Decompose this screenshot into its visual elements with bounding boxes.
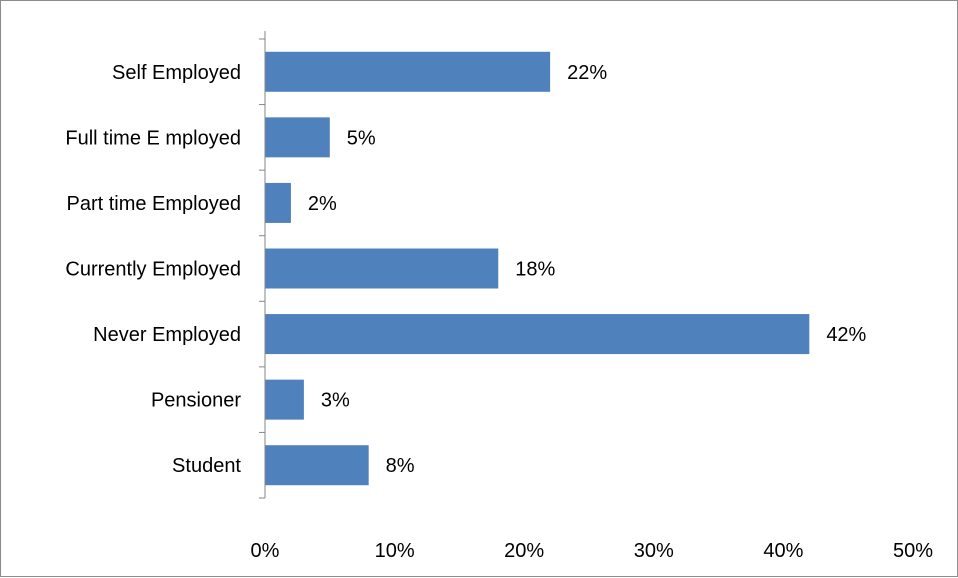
data-label-pensioner: 3%	[321, 390, 350, 412]
bar-pensioner	[265, 379, 304, 420]
axis-layer	[259, 31, 266, 499]
category-label-never-employed: Never Employed	[93, 324, 241, 346]
category-label-student: Student	[172, 455, 241, 477]
bar-currently-employed	[265, 248, 499, 289]
x-tick-label-20: 20%	[504, 540, 544, 562]
category-label-part-time-employed: Part time Employed	[66, 193, 241, 215]
data-label-never-employed: 42%	[826, 324, 866, 346]
labels-layer: Self Employed 22% Full time E mployed 5% Par…	[65, 62, 933, 562]
x-tick-label-10: 10%	[375, 540, 415, 562]
x-tick-label-0: 0%	[251, 540, 280, 562]
data-label-student: 8%	[386, 455, 415, 477]
x-tick-label-40: 40%	[763, 540, 803, 562]
bar-never-employed	[265, 314, 810, 355]
bar-part-time-employed	[265, 182, 291, 223]
data-label-part-time-employed: 2%	[308, 193, 337, 215]
x-tick-label-50: 50%	[893, 540, 933, 562]
category-label-currently-employed: Currently Employed	[65, 259, 241, 281]
category-label-self-employed: Self Employed	[112, 62, 241, 84]
x-tick-label-30: 30%	[634, 540, 674, 562]
category-label-pensioner: Pensioner	[151, 390, 241, 412]
bar-self-employed	[265, 51, 551, 92]
bar-student	[265, 445, 369, 486]
data-label-self-employed: 22%	[567, 62, 607, 84]
bars-layer	[265, 51, 810, 486]
category-label-full-time-e-mployed: Full time E mployed	[65, 127, 241, 149]
data-label-full-time-e-mployed: 5%	[347, 127, 376, 149]
bar-full-time-e-mployed	[265, 117, 330, 158]
data-label-currently-employed: 18%	[515, 259, 555, 281]
